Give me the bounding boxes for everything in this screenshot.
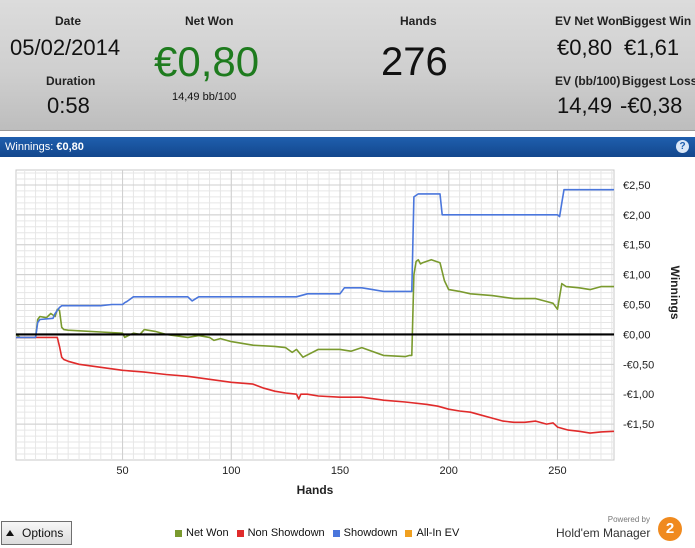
hands-label: Hands xyxy=(400,14,437,28)
biggest-loss-label: Biggest Loss xyxy=(622,74,695,88)
ev-bb-label: EV (bb/100) xyxy=(555,74,621,88)
legend-item-non-showdown[interactable]: Non Showdown xyxy=(236,526,325,540)
series-line-non-showdown xyxy=(16,336,615,434)
legend-swatch xyxy=(236,529,244,537)
date-label: Date xyxy=(55,14,82,28)
y-tick-label: €0,00 xyxy=(623,329,651,341)
y-tick-label: €1,00 xyxy=(623,270,651,282)
ev-net-won-label: EV Net Won xyxy=(555,14,623,28)
x-tick-label: 50 xyxy=(116,465,128,477)
legend-item-net-won[interactable]: Net Won xyxy=(175,526,229,540)
winnings-title-value: €0,80 xyxy=(56,141,84,153)
legend-label: Non Showdown xyxy=(247,527,325,539)
brand-logo-block: Powered by Hold'em Manager 2 xyxy=(556,514,690,544)
legend-swatch xyxy=(332,529,340,537)
winnings-title-label: Winnings: xyxy=(5,141,54,153)
winnings-chart: €2,50 €2,00 €1,50 €1,00 €0,50 €0,00 -€0,50 -€1,… xyxy=(15,169,682,497)
legend-item-all-in-ev[interactable]: All-In EV xyxy=(405,526,459,540)
hm2-logo-icon: 2 xyxy=(658,517,682,541)
legend-label: Showdown xyxy=(343,527,398,539)
chart-legend: Net Won Non Showdown Showdown All-In EV xyxy=(175,526,467,540)
legend-swatch xyxy=(405,529,413,537)
x-tick-label: 150 xyxy=(331,465,349,477)
biggest-win-label: Biggest Win xyxy=(622,14,692,28)
biggest-win-value: €1,61 xyxy=(624,35,680,60)
net-won-label: Net Won xyxy=(185,14,234,28)
series-line-net-won xyxy=(15,258,614,358)
options-label: Options xyxy=(22,526,64,540)
y-tick-label: €0,50 xyxy=(623,300,651,312)
x-tick-label: 200 xyxy=(440,465,458,477)
hands-value: 276 xyxy=(381,40,448,84)
x-axis-title: Hands xyxy=(297,483,334,497)
triangle-up-icon xyxy=(6,530,14,536)
chart-axes: €2,50 €2,00 €1,50 €1,00 €0,50 €0,00 -€0,50 -€1,… xyxy=(116,180,654,477)
biggest-loss-value: -€0,38 xyxy=(620,93,683,118)
y-tick-label: -€1,00 xyxy=(623,389,654,401)
net-won-value: €0,80 xyxy=(154,38,260,85)
plot-area xyxy=(15,169,615,461)
x-tick-label: 100 xyxy=(222,465,240,477)
date-value: 05/02/2014 xyxy=(10,35,121,60)
options-button[interactable]: Options xyxy=(1,521,72,545)
x-tick-label: 250 xyxy=(548,465,566,477)
duration-value: 0:58 xyxy=(47,93,90,118)
powered-by-text: Powered by xyxy=(607,515,650,524)
brand-name: Hold'em Manager xyxy=(556,526,651,540)
y-tick-label: -€0,50 xyxy=(623,359,654,371)
y-tick-label: -€1,50 xyxy=(623,419,654,431)
ev-net-won-value: €0,80 xyxy=(557,35,613,60)
net-won-bb-value: 14,49 bb/100 xyxy=(172,91,237,103)
legend-item-showdown[interactable]: Showdown xyxy=(332,526,398,540)
winnings-title-bar: Winnings: €0,80 ? xyxy=(0,137,695,157)
chart-grid xyxy=(15,169,615,461)
legend-label: All-In EV xyxy=(416,527,460,539)
y-axis-title: Winnings xyxy=(668,266,682,320)
series-line-showdown xyxy=(16,188,614,339)
help-icon[interactable]: ? xyxy=(676,140,689,153)
y-tick-label: €2,00 xyxy=(623,210,651,222)
y-tick-label: €1,50 xyxy=(623,240,651,252)
duration-label: Duration xyxy=(46,74,96,88)
chart-series xyxy=(15,188,615,434)
ev-bb-value: 14,49 xyxy=(557,93,613,118)
legend-swatch xyxy=(175,529,182,537)
y-tick-label: €2,50 xyxy=(623,180,651,192)
legend-label: Net Won xyxy=(186,527,229,539)
stats-header: Date 05/02/2014 Duration 0:58 Net Won €0… xyxy=(0,0,695,131)
